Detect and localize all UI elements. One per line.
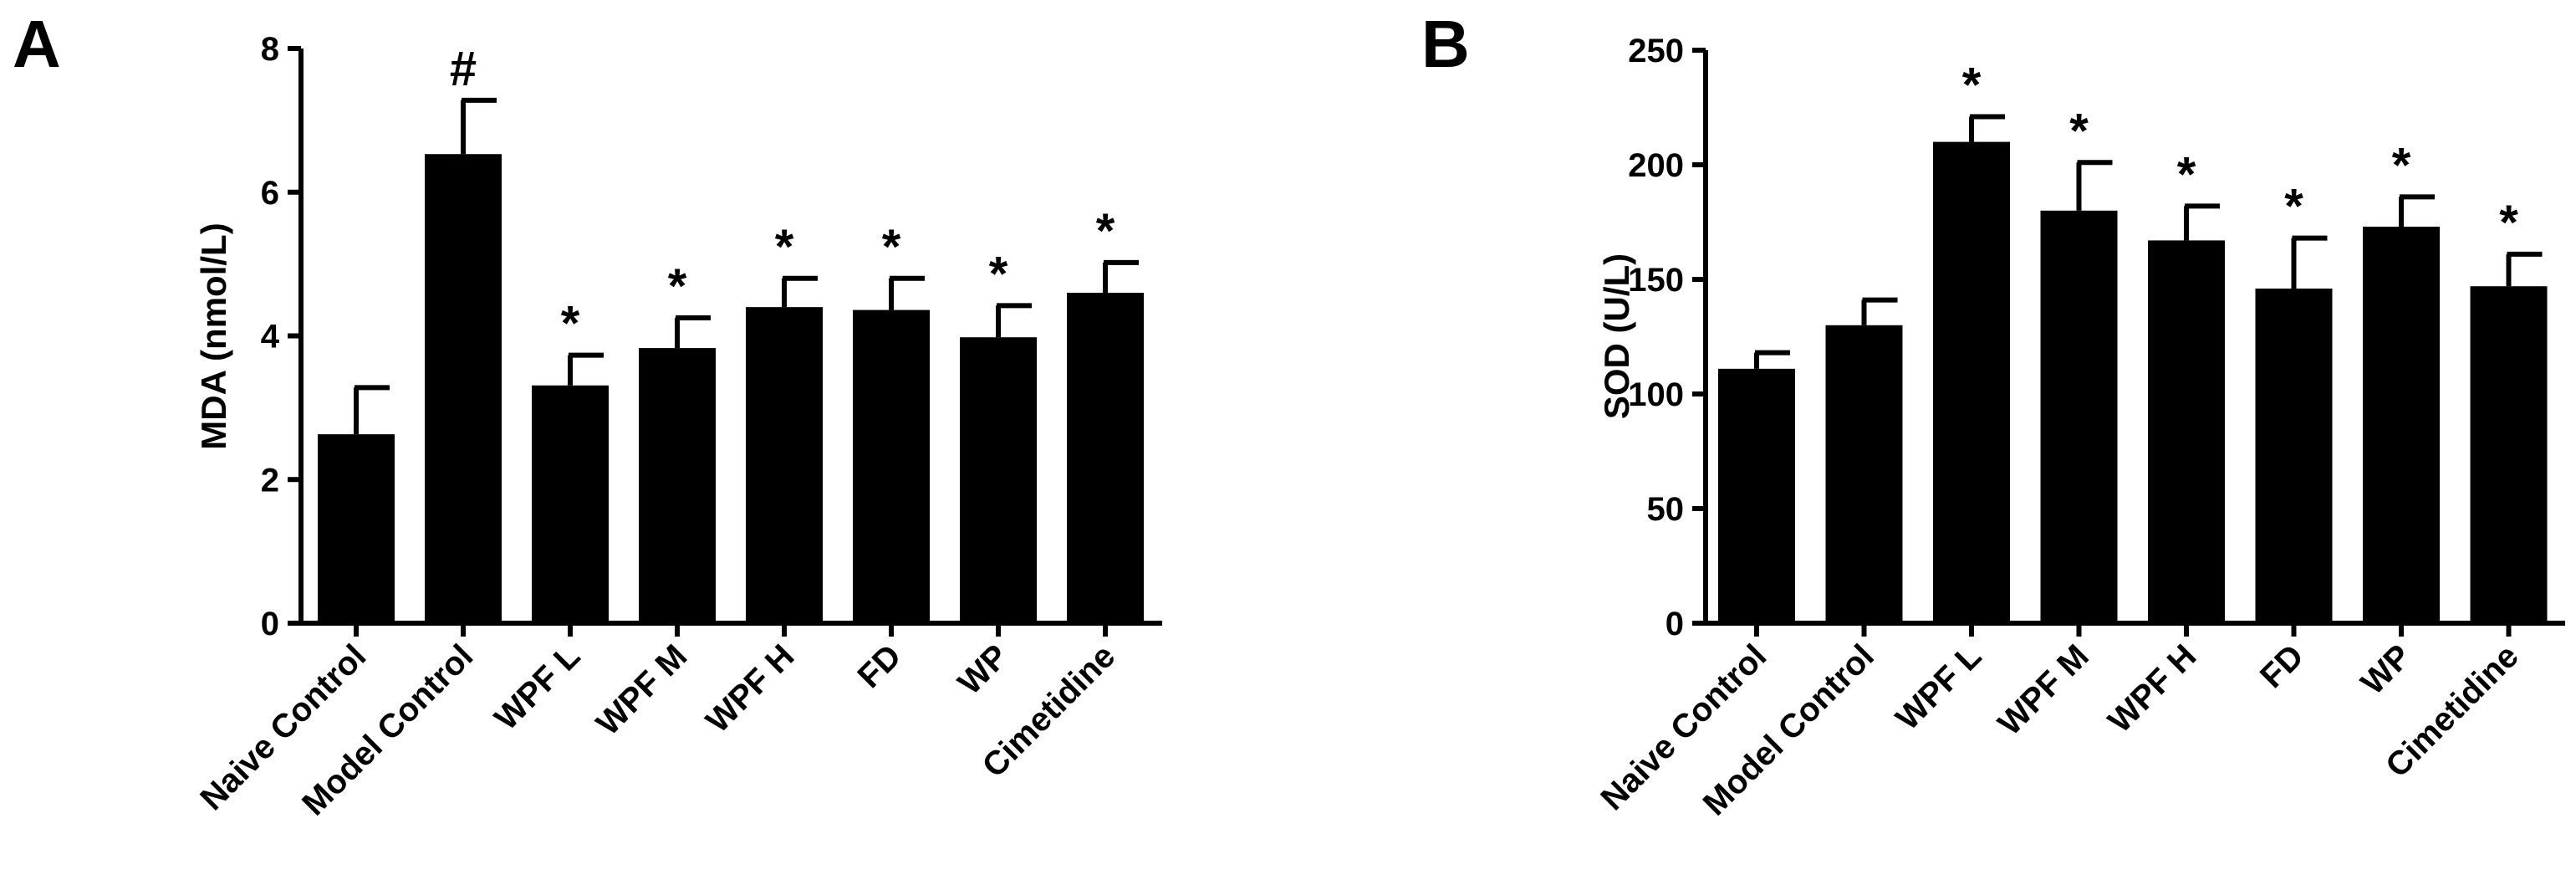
x-category-label: WPF M xyxy=(1991,637,2095,742)
significance-mark: * xyxy=(668,259,687,314)
y-tick-label: 150 xyxy=(1628,262,1684,299)
y-tick-label: 0 xyxy=(1665,606,1684,642)
y-tick-label: 250 xyxy=(1628,33,1684,69)
bar xyxy=(2255,288,2333,623)
y-tick-label: 2 xyxy=(261,462,279,499)
significance-mark: * xyxy=(1962,58,1982,112)
x-category-label: FD xyxy=(851,637,909,695)
panel-letter: B xyxy=(1421,7,1470,81)
y-tick-label: 6 xyxy=(261,175,279,212)
x-category-label: FD xyxy=(2253,637,2311,695)
y-tick-label: 100 xyxy=(1628,376,1684,413)
significance-mark: * xyxy=(882,220,901,274)
significance-mark: * xyxy=(989,247,1008,301)
bar xyxy=(960,337,1037,623)
bar xyxy=(2040,210,2118,624)
bar xyxy=(639,348,716,623)
x-category-label: WPF H xyxy=(699,637,801,739)
x-category-label: WPF L xyxy=(487,637,587,737)
bar xyxy=(2148,240,2225,623)
y-tick-label: 200 xyxy=(1628,147,1684,184)
significance-mark: * xyxy=(561,297,580,351)
x-category-label: WP xyxy=(2354,637,2419,702)
bar xyxy=(746,307,823,623)
bar xyxy=(1718,368,1795,623)
x-category-label: WP xyxy=(951,637,1016,702)
significance-mark: * xyxy=(2284,180,2303,234)
bar xyxy=(853,309,930,623)
y-axis-title: MDA (nmol/L) xyxy=(194,223,233,449)
significance-mark: * xyxy=(2177,147,2196,202)
y-tick-label: 8 xyxy=(261,31,279,68)
x-category-label: WPF M xyxy=(589,637,694,742)
bar xyxy=(2363,226,2440,623)
significance-mark: # xyxy=(450,42,477,96)
x-category-label: WPF L xyxy=(1889,637,1988,737)
significance-mark: * xyxy=(2499,196,2518,250)
bar xyxy=(1067,292,1144,623)
y-tick-label: 4 xyxy=(261,319,280,356)
significance-mark: * xyxy=(775,220,794,274)
bar xyxy=(532,385,609,623)
x-category-label: WPF H xyxy=(2101,637,2203,739)
significance-mark: * xyxy=(2392,138,2411,192)
bar xyxy=(2470,286,2548,623)
significance-mark: * xyxy=(1096,204,1115,258)
y-axis-title: SOD (U/L) xyxy=(1597,253,1636,419)
significance-mark: * xyxy=(2069,104,2089,158)
y-tick-label: 0 xyxy=(261,606,279,642)
bar xyxy=(1825,325,1903,623)
y-tick-label: 50 xyxy=(1647,491,1685,528)
bar xyxy=(1933,141,2010,624)
panel-letter: A xyxy=(13,7,61,81)
bar xyxy=(318,434,395,623)
bar xyxy=(425,154,502,623)
